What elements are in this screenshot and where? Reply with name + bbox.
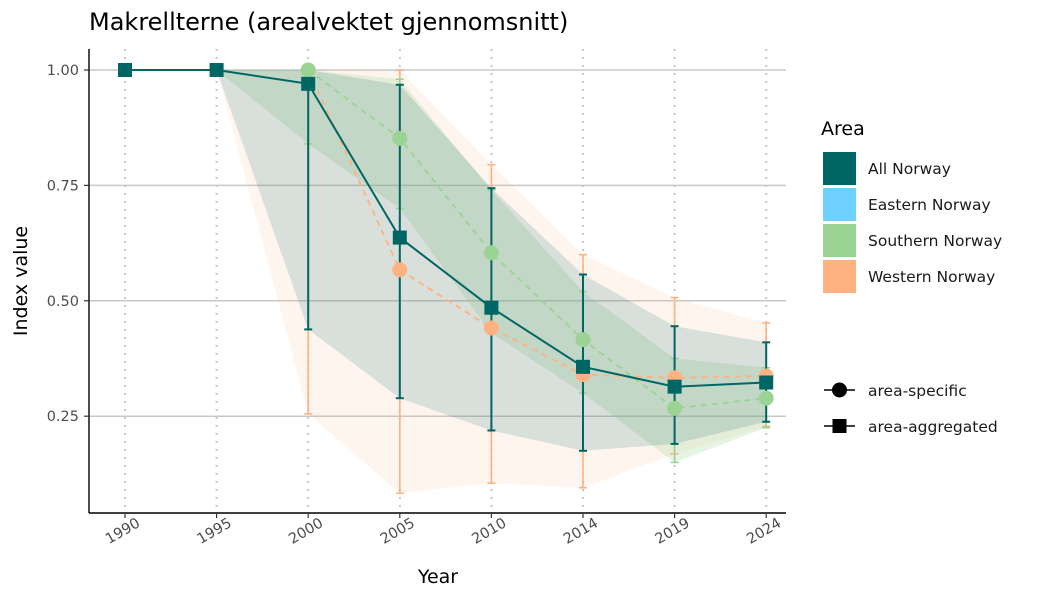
series-lines bbox=[125, 69, 767, 410]
legend-label-southern-norway: Southern Norway bbox=[868, 232, 1002, 250]
y-tick-label: 0.75 bbox=[47, 178, 79, 194]
x-tick-label: 2019 bbox=[653, 515, 693, 547]
y-tick-label: 0.25 bbox=[47, 409, 79, 425]
point-western-norway bbox=[483, 320, 499, 336]
legend-square-icon bbox=[832, 419, 847, 433]
line-southern-norway bbox=[307, 69, 767, 410]
point-southern-norway bbox=[575, 332, 591, 348]
x-tick-label: 2005 bbox=[378, 515, 418, 547]
point-southern-norway bbox=[392, 130, 408, 146]
point-all-norway bbox=[759, 375, 774, 390]
legend-label-eastern-norway: Eastern Norway bbox=[868, 196, 991, 214]
point-all-norway bbox=[392, 230, 407, 245]
point-all-norway bbox=[667, 379, 682, 394]
point-western-norway bbox=[392, 262, 408, 278]
point-southern-norway bbox=[758, 390, 774, 406]
point-all-norway bbox=[484, 300, 499, 315]
point-all-norway bbox=[209, 63, 224, 77]
y-tick-label: 0.50 bbox=[47, 294, 79, 310]
legend-label-all-norway: All Norway bbox=[868, 160, 951, 178]
x-tick-label: 2014 bbox=[561, 515, 601, 547]
legend: Area All Norway Eastern Norway Southern No… bbox=[821, 118, 1002, 436]
legend-key-all-norway bbox=[823, 152, 856, 185]
legend-area-keys: All Norway Eastern Norway Southern Norway W… bbox=[823, 152, 1002, 293]
y-axis-ticks: 0.25 0.50 0.75 1.00 bbox=[47, 63, 89, 425]
x-tick-label: 2010 bbox=[469, 515, 509, 547]
point-all-norway bbox=[576, 359, 590, 374]
chart-title: Makrellterne (arealvektet gjennomsnitt) bbox=[89, 8, 568, 36]
legend-key-western-norway bbox=[823, 260, 856, 293]
legend-circle-icon bbox=[832, 382, 847, 398]
x-axis-ticks: 1990 1995 2000 2005 2010 2014 2019 2024 bbox=[103, 513, 784, 548]
x-axis-title: Year bbox=[417, 566, 458, 588]
x-tick-label: 2000 bbox=[286, 515, 326, 547]
x-tick-label: 1990 bbox=[103, 515, 143, 547]
y-tick-label: 1.00 bbox=[47, 63, 79, 79]
x-tick-label: 1995 bbox=[195, 515, 235, 547]
x-tick-label: 2024 bbox=[744, 515, 784, 547]
y-axis-title: Index value bbox=[10, 226, 32, 336]
line-western-norway bbox=[307, 69, 767, 379]
point-all-norway bbox=[301, 76, 316, 91]
legend-label-western-norway: Western Norway bbox=[868, 268, 995, 286]
line-all-norway bbox=[125, 69, 767, 388]
legend-shape-keys: area-specific area-aggregated bbox=[824, 382, 998, 436]
legend-area-title: Area bbox=[821, 118, 865, 140]
point-southern-norway bbox=[667, 400, 683, 416]
series-points bbox=[118, 62, 774, 416]
point-southern-norway bbox=[300, 62, 316, 78]
legend-label-area-specific: area-specific bbox=[868, 382, 967, 400]
legend-key-eastern-norway bbox=[823, 188, 856, 221]
legend-key-southern-norway bbox=[823, 224, 856, 257]
legend-label-area-aggregated: area-aggregated bbox=[868, 418, 998, 436]
point-all-norway bbox=[118, 63, 132, 77]
point-southern-norway bbox=[483, 245, 499, 261]
